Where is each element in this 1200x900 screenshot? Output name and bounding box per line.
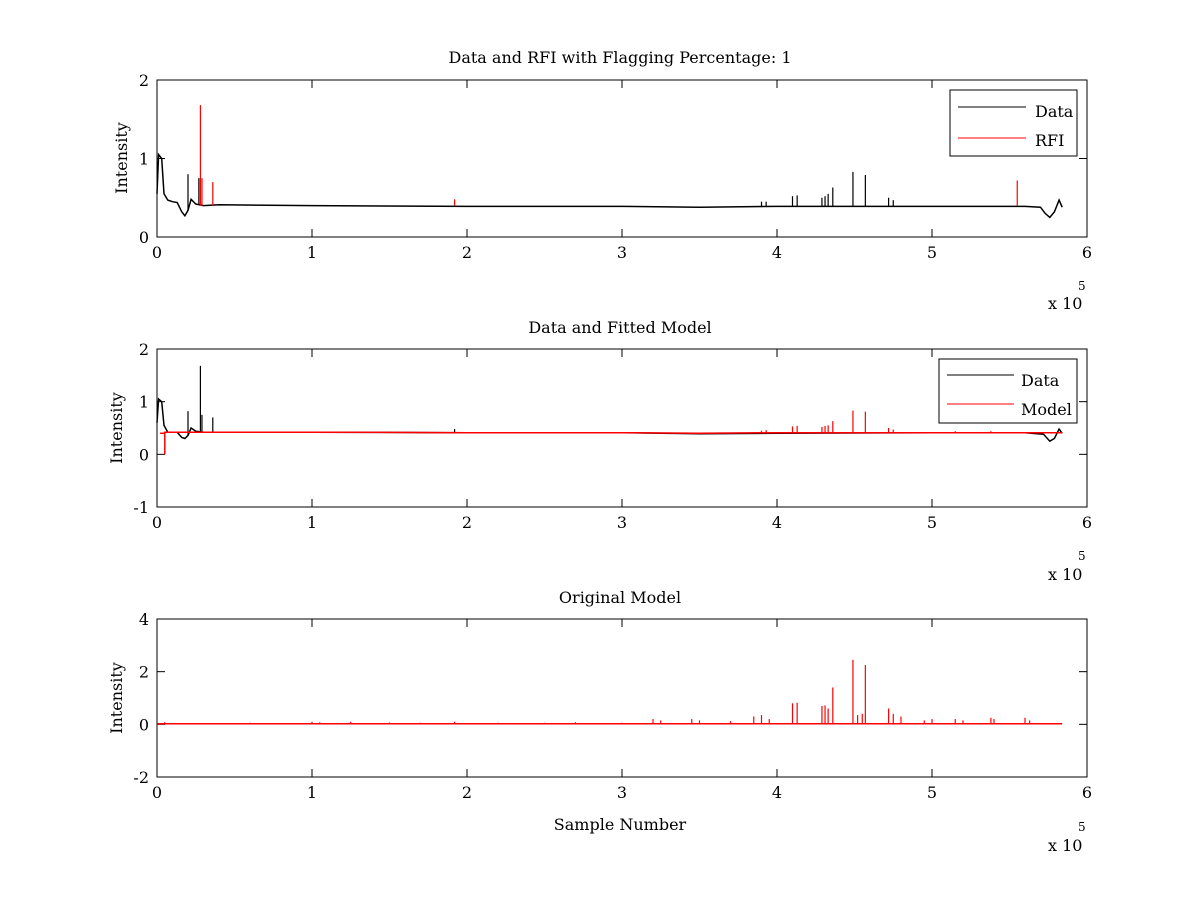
panel-title: Data and RFI with Flagging Percentage: 1: [448, 48, 791, 67]
x-tick-label: 6: [1082, 783, 1092, 802]
y-tick-label: 2: [139, 71, 149, 90]
x-tick-label: 4: [772, 783, 782, 802]
x-tick-label: 3: [617, 783, 627, 802]
data-series-line: [156, 152, 1063, 219]
x-tick-label: 1: [307, 783, 317, 802]
y-tick-label: 0: [139, 228, 149, 247]
x-tick-label: 4: [772, 513, 782, 532]
x-multiplier-exponent: 5: [1078, 820, 1086, 834]
y-tick-label: 1: [139, 393, 149, 412]
x-tick-label: 3: [617, 243, 627, 262]
x-multiplier-exponent: 5: [1078, 549, 1086, 563]
x-tick-label: 2: [462, 513, 472, 532]
x-tick-label: 5: [927, 243, 937, 262]
legend-label-data: Data: [1035, 102, 1074, 121]
original-model-panel: Original Model Intensity Sample Number 0…: [107, 588, 1092, 855]
panel-title: Original Model: [559, 588, 681, 607]
legend-label-data: Data: [1021, 371, 1060, 390]
y-tick-label: 0: [139, 445, 149, 464]
y-axis-label: Intensity: [107, 662, 126, 734]
y-axis-label: Intensity: [112, 122, 131, 194]
x-tick-label: 1: [307, 513, 317, 532]
y-tick-label: -2: [133, 768, 149, 787]
x-multiplier-label: x 10: [1048, 565, 1082, 584]
x-tick-label: 0: [152, 243, 162, 262]
legend-label-rfi: RFI: [1035, 131, 1064, 150]
x-tick-label: 5: [927, 783, 937, 802]
x-tick-label: 1: [307, 243, 317, 262]
y-tick-label: 1: [139, 150, 149, 169]
plot-area: 0 1 2 3 4 5 6 0 1 2: [139, 71, 1092, 262]
x-tick-label: 3: [617, 513, 627, 532]
x-tick-label: 0: [152, 783, 162, 802]
x-tick-label: 0: [152, 513, 162, 532]
x-multiplier-exponent: 5: [1078, 279, 1086, 293]
legend: Data RFI: [949, 89, 1078, 157]
x-multiplier-label: x 10: [1048, 836, 1082, 855]
x-tick-label: 2: [462, 243, 472, 262]
y-tick-label: 0: [139, 715, 149, 734]
legend: Data Model: [938, 358, 1078, 424]
y-tick-label: 4: [139, 610, 149, 629]
rfi-flagging-panel: Data and RFI with Flagging Percentage: 1…: [112, 48, 1092, 313]
x-tick-label: 4: [772, 243, 782, 262]
legend-label-model: Model: [1021, 400, 1072, 419]
x-tick-label: 5: [927, 513, 937, 532]
y-tick-label: 2: [139, 663, 149, 682]
fitted-model-panel: Data and Fitted Model Intensity 0 1 2 3 4 5 6 -…: [107, 318, 1092, 584]
y-axis-label: Intensity: [107, 392, 126, 464]
model-series-line: [160, 431, 1063, 455]
legend-box: [949, 89, 1078, 157]
y-tick-label: -1: [133, 498, 149, 517]
x-multiplier-label: x 10: [1048, 294, 1082, 313]
x-tick-label: 6: [1082, 513, 1092, 532]
x-tick-label: 6: [1082, 243, 1092, 262]
x-axis-label: Sample Number: [554, 815, 687, 834]
legend-box: [938, 358, 1078, 424]
x-tick-label: 2: [462, 783, 472, 802]
panel-title: Data and Fitted Model: [528, 318, 711, 337]
y-tick-label: 2: [139, 340, 149, 359]
